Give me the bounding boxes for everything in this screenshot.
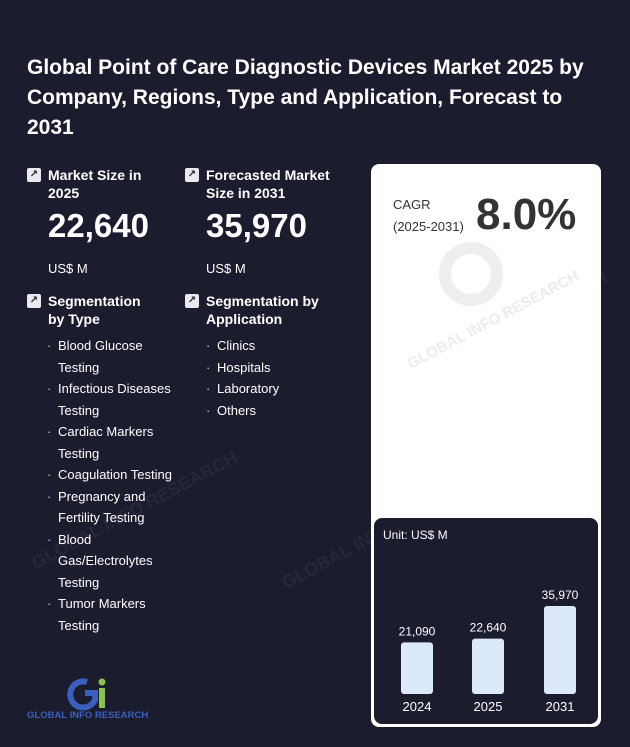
arrow-icon: ↗	[185, 168, 199, 182]
arrow-icon: ↗	[27, 294, 41, 308]
logo: GLOBAL INFO RESEARCH	[27, 676, 157, 724]
segmentation-application-list: Clinics Hospitals Laboratory Others	[206, 335, 336, 421]
list-item: Coagulation Testing	[47, 464, 172, 486]
logo-icon	[67, 678, 106, 711]
arrow-icon: ↗	[27, 168, 41, 182]
data-label: 21,090	[399, 624, 436, 638]
bar-2031	[544, 606, 576, 694]
list-item: Others	[206, 400, 336, 422]
segmentation-type-header: ↗ Segmentation by Type	[27, 292, 157, 328]
list-item: Clinics	[206, 335, 336, 357]
logo-text: GLOBAL INFO RESEARCH	[27, 710, 149, 721]
list-item: Cardiac Markers Testing	[47, 421, 172, 464]
cagr-label: CAGR	[393, 197, 431, 212]
cagr-label-block: CAGR (2025-2031)	[393, 194, 464, 238]
card-watermark: GLOBAL INFO RESEARCH	[405, 242, 582, 373]
forecast-value: 35,970	[206, 207, 307, 244]
tick-label: 2024	[403, 699, 432, 714]
data-label: 35,970	[542, 588, 579, 602]
list-item: Infectious Diseases Testing	[47, 378, 172, 421]
arrow-icon: ↗	[185, 294, 199, 308]
market-size-value: 22,640	[48, 207, 149, 244]
watermark-logo-icon	[439, 242, 503, 306]
market-size-label: Market Size in 2025	[48, 167, 142, 201]
list-item: Blood Glucose Testing	[47, 335, 172, 378]
list-item: Blood Gas/Electrolytes Testing	[47, 529, 172, 594]
cagr-period: (2025-2031)	[393, 219, 464, 234]
bar-chart: Unit: US$ M 21,090 2024 22,640 2025 35,970 20…	[374, 518, 598, 724]
segmentation-type-list: Blood Glucose Testing Infectious Disease…	[47, 335, 172, 636]
forecast-label: Forecasted Market Size in 2031	[206, 167, 330, 201]
list-item: Laboratory	[206, 378, 336, 400]
tick-label: 2031	[546, 699, 575, 714]
segmentation-type-label: Segmentation by Type	[48, 293, 141, 327]
list-item: Hospitals	[206, 357, 336, 379]
cagr-card: GLOBAL INFO RESEARCH CAGR (2025-2031) 8.…	[371, 164, 601, 727]
bar-2025	[472, 638, 504, 694]
segmentation-application-label: Segmentation by Application	[206, 293, 319, 327]
data-label: 22,640	[470, 621, 507, 635]
tick-label: 2025	[474, 699, 503, 714]
market-size-unit: US$ M	[48, 261, 88, 276]
forecast-unit: US$ M	[206, 261, 246, 276]
chart-svg: 21,090 2024 22,640 2025 35,970 2031	[399, 588, 579, 714]
bar-2024	[401, 642, 433, 694]
market-size-header: ↗ Market Size in 2025	[27, 166, 167, 202]
list-item: Pregnancy and Fertility Testing	[47, 486, 172, 529]
list-item: Tumor Markers Testing	[47, 593, 172, 636]
cagr-value: 8.0%	[476, 190, 577, 239]
segmentation-application-header: ↗ Segmentation by Application	[185, 292, 335, 328]
forecast-header: ↗ Forecasted Market Size in 2031	[185, 166, 345, 202]
page-title: Global Point of Care Diagnostic Devices …	[27, 56, 584, 139]
chart-unit-label: Unit: US$ M	[383, 528, 448, 542]
